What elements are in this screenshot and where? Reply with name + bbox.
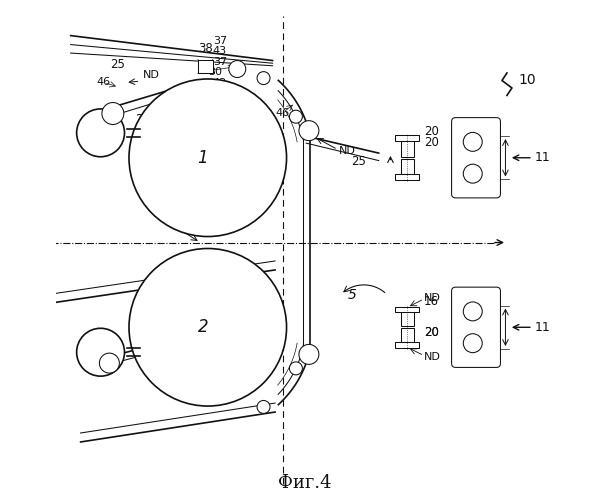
Text: 2: 2 xyxy=(198,318,208,336)
Text: 27: 27 xyxy=(135,113,151,126)
Text: 16: 16 xyxy=(424,294,439,308)
Text: 38: 38 xyxy=(198,42,213,54)
Text: 20: 20 xyxy=(424,125,439,138)
Circle shape xyxy=(289,110,303,123)
Text: 46: 46 xyxy=(276,108,290,118)
Text: 37: 37 xyxy=(213,36,227,46)
Circle shape xyxy=(463,132,483,152)
Circle shape xyxy=(257,72,270,85)
Text: ND: ND xyxy=(93,128,108,138)
FancyBboxPatch shape xyxy=(451,287,500,368)
Circle shape xyxy=(257,400,270,413)
Text: 30: 30 xyxy=(208,67,222,77)
Text: Фиг.4: Фиг.4 xyxy=(278,474,332,492)
Circle shape xyxy=(129,79,287,236)
Text: ND: ND xyxy=(143,70,160,80)
FancyBboxPatch shape xyxy=(451,118,500,198)
Text: 11: 11 xyxy=(534,321,550,334)
Circle shape xyxy=(463,164,483,183)
Circle shape xyxy=(299,344,319,364)
Circle shape xyxy=(229,60,246,78)
Circle shape xyxy=(299,120,319,141)
Text: 11: 11 xyxy=(534,152,550,164)
Text: 25: 25 xyxy=(110,58,125,71)
Text: ND: ND xyxy=(93,348,108,356)
FancyBboxPatch shape xyxy=(401,312,414,326)
Text: 46: 46 xyxy=(97,78,111,88)
Circle shape xyxy=(463,334,483,352)
Text: 20: 20 xyxy=(424,326,439,339)
FancyBboxPatch shape xyxy=(401,328,414,342)
FancyBboxPatch shape xyxy=(198,60,213,74)
Circle shape xyxy=(77,109,124,157)
Text: 5: 5 xyxy=(348,288,357,302)
Text: 43: 43 xyxy=(213,46,227,56)
Circle shape xyxy=(129,248,287,406)
FancyBboxPatch shape xyxy=(401,158,414,174)
FancyBboxPatch shape xyxy=(395,174,419,180)
FancyBboxPatch shape xyxy=(401,141,414,157)
Text: 13: 13 xyxy=(271,156,287,170)
Text: ND: ND xyxy=(424,352,441,362)
Text: 6: 6 xyxy=(164,216,172,229)
Circle shape xyxy=(77,328,124,376)
Text: ND: ND xyxy=(339,146,356,156)
Text: 1: 1 xyxy=(198,149,208,167)
FancyBboxPatch shape xyxy=(395,135,419,141)
Text: ND: ND xyxy=(424,293,441,303)
FancyBboxPatch shape xyxy=(395,307,419,312)
Circle shape xyxy=(289,362,303,375)
Text: 20: 20 xyxy=(424,136,439,149)
Text: 43: 43 xyxy=(213,78,227,88)
Circle shape xyxy=(99,353,120,373)
Text: 10: 10 xyxy=(518,74,536,88)
Circle shape xyxy=(102,102,124,124)
Circle shape xyxy=(463,302,483,321)
Text: 20: 20 xyxy=(424,326,439,339)
Text: 25: 25 xyxy=(351,155,366,168)
Text: 37: 37 xyxy=(213,57,227,67)
FancyBboxPatch shape xyxy=(395,342,419,347)
